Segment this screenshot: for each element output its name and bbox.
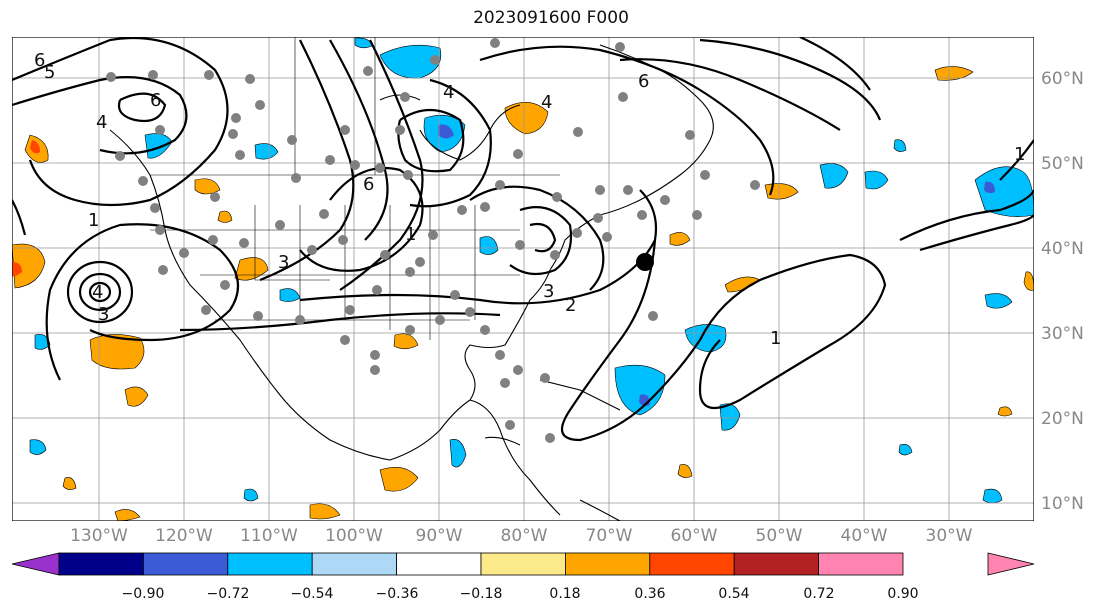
lon-label: 40°W <box>841 526 888 546</box>
contour-label: 1 <box>1014 144 1025 165</box>
lat-label: 40°N <box>1041 239 1084 259</box>
coastlines <box>109 44 714 521</box>
contour-label: 3 <box>543 281 554 302</box>
colorbar-tick-label: 0.36 <box>634 586 665 602</box>
lon-label: 70°W <box>586 526 633 546</box>
lon-label: 120°W <box>155 526 213 546</box>
lon-label: 60°W <box>671 526 718 546</box>
contour-label: 4 <box>92 282 103 303</box>
lon-label: 110°W <box>240 526 298 546</box>
colorbar-tick-label: −0.90 <box>122 586 165 602</box>
colorbar-tick-label: −0.54 <box>291 586 334 602</box>
colorbar <box>11 552 1035 576</box>
colorbar-bin <box>58 552 144 576</box>
lat-label: 60°N <box>1041 69 1084 89</box>
lon-label: 90°W <box>416 526 463 546</box>
colorbar-tick-label: −0.72 <box>207 586 250 602</box>
colorbar-bin <box>480 552 566 576</box>
contour-label: 3 <box>278 252 289 273</box>
colorbar-bin <box>733 552 820 576</box>
contour-labels: 6 5 6 4 4 6 1 3 4 3 3 2 4 6 1 1 1 <box>34 50 1025 349</box>
contour-label: 2 <box>565 295 576 316</box>
contour-label: 1 <box>88 210 99 231</box>
colorbar-under-arrow <box>11 552 60 576</box>
colorbar-tick-label: 0.54 <box>718 586 749 602</box>
colorbar-tick-label: 0.72 <box>803 586 834 602</box>
longitude-labels: 130°W 120°W 110°W 100°W 90°W 80°W 70°W 6… <box>70 526 973 546</box>
contour-label: 4 <box>541 92 552 113</box>
lon-label: 80°W <box>501 526 548 546</box>
contour-label: 3 <box>98 304 109 325</box>
contour-label: 1 <box>770 328 781 349</box>
map-panel: 6 5 6 4 4 6 1 3 4 3 3 2 4 6 1 1 1 <box>12 37 1034 521</box>
contour-label: 5 <box>44 62 55 83</box>
colorbar-tick-label: 0.18 <box>549 586 580 602</box>
contour-lines <box>12 37 1034 442</box>
station-markers <box>106 38 760 443</box>
colorbar-tick-label: −0.18 <box>460 586 503 602</box>
lat-label: 30°N <box>1041 324 1084 344</box>
colorbar-tick-label: 0.90 <box>887 586 918 602</box>
map-title: 2023091600 F000 <box>473 8 629 28</box>
lon-label: 130°W <box>70 526 128 546</box>
colorbar-over-arrow <box>987 552 1035 576</box>
contour-label: 6 <box>638 71 649 92</box>
colorbar-bin <box>311 552 398 576</box>
colorbar-bin <box>396 552 482 576</box>
lat-label: 50°N <box>1041 154 1084 174</box>
contour-label: 4 <box>96 112 107 133</box>
colorbar-bin <box>818 552 904 576</box>
contour-label: 6 <box>363 174 374 195</box>
contour-label: 1 <box>405 224 416 245</box>
colorbar-bin <box>649 552 735 576</box>
lat-label: 10°N <box>1041 494 1084 514</box>
latitude-labels: 60°N 50°N 40°N 30°N 20°N 10°N <box>1041 69 1084 514</box>
anomaly-shading <box>12 37 1034 521</box>
contour-label: 6 <box>34 50 45 71</box>
colorbar-bin <box>565 552 651 576</box>
lat-label: 20°N <box>1041 409 1084 429</box>
colorbar-tick-label: −0.36 <box>376 586 419 602</box>
colorbar-bin <box>227 552 313 576</box>
admin-borders <box>150 37 560 340</box>
storm-center-marker <box>636 253 654 271</box>
lon-label: 100°W <box>325 526 383 546</box>
graticule <box>12 37 1034 521</box>
contour-label: 6 <box>150 90 161 111</box>
lon-label: 50°W <box>756 526 803 546</box>
colorbar-ticks: −0.90 −0.72 −0.54 −0.36 −0.18 0.18 0.36 … <box>122 586 919 602</box>
colorbar-bin <box>142 552 229 576</box>
lon-label: 30°W <box>926 526 973 546</box>
contour-label: 4 <box>443 82 454 103</box>
